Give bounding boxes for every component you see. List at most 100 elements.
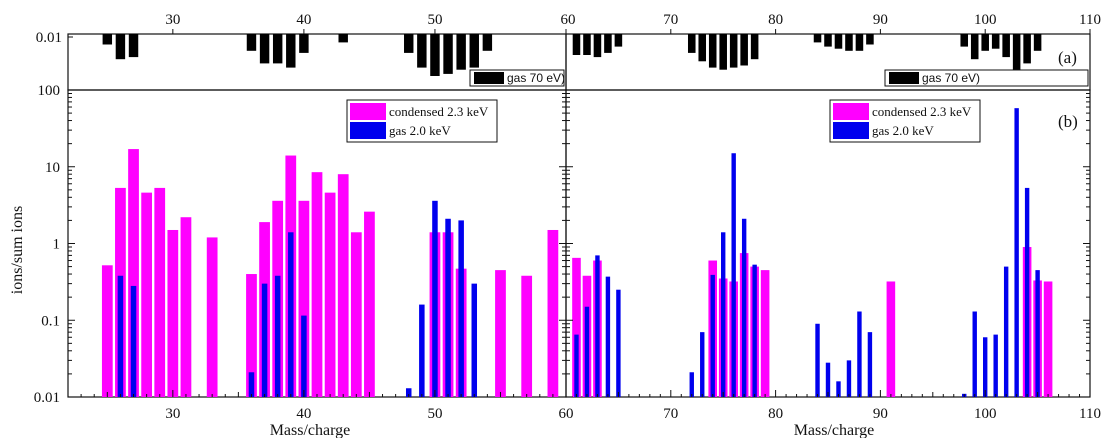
gas70-bar — [845, 34, 853, 51]
gas-bar — [993, 334, 998, 397]
gas70-bar — [750, 34, 759, 60]
gas70-bar — [246, 34, 257, 51]
condensed-bar — [760, 270, 770, 397]
top-x-tick-label: 40 — [296, 12, 311, 28]
condensed-bar — [886, 281, 896, 397]
gas-bar — [130, 285, 137, 397]
condensed-bar — [521, 275, 533, 397]
gas-bar — [720, 232, 726, 397]
gas-bar — [846, 360, 852, 397]
gas70-bar — [698, 34, 707, 62]
legend-swatch-gas — [833, 122, 869, 139]
gas70-bar — [1002, 34, 1010, 58]
gas-bar — [274, 275, 281, 397]
gas-bar — [1014, 108, 1019, 398]
gas-bar — [982, 337, 988, 397]
condensed-bar — [141, 192, 153, 397]
x-tick-label: 100 — [974, 406, 997, 422]
gas70-bar — [272, 34, 283, 64]
gas70-bar — [708, 34, 717, 68]
condensed-bar — [311, 172, 323, 397]
legend-swatch-condensed — [833, 103, 869, 120]
condensed-bar — [1043, 281, 1053, 397]
condensed-bar — [298, 200, 310, 397]
gas-bar — [405, 388, 412, 397]
gas-bar — [710, 274, 715, 397]
gas70-bar — [430, 34, 440, 76]
gas-bar — [432, 200, 438, 397]
top-legend-swatch — [474, 72, 504, 84]
top-x-tick-label: 90 — [873, 12, 888, 28]
gas70-bar — [128, 34, 139, 58]
gas-bar — [1024, 187, 1030, 397]
gas-bar — [1003, 266, 1009, 397]
condensed-bar — [495, 270, 506, 397]
legend-label-gas: gas 2.0 keV — [872, 123, 934, 138]
gas70-bar — [572, 34, 581, 55]
legend-swatch-gas — [350, 122, 386, 139]
y-tick-label: 0.01 — [34, 390, 60, 406]
gas-bar — [825, 362, 831, 397]
gas70-bar — [417, 34, 427, 68]
top-legend-label: gas 70 eV) — [507, 71, 565, 85]
gas-bar — [689, 372, 694, 397]
x-tick-label: 40 — [296, 406, 311, 422]
top-x-tick-label: 70 — [663, 12, 678, 28]
condensed-bar — [337, 174, 349, 397]
x-tick-label: 60 — [559, 406, 574, 422]
gas70-bar — [102, 34, 113, 45]
condensed-bar — [101, 265, 113, 397]
gas70-bar — [456, 34, 466, 70]
gas70-bar — [583, 34, 591, 55]
condensed-bar — [350, 232, 362, 397]
gas70-bar — [687, 34, 696, 53]
gas-bar — [867, 332, 873, 397]
condensed-bar — [246, 274, 257, 397]
bottom-panel-frame — [565, 89, 1091, 398]
x-tick-label: 110 — [1079, 406, 1101, 422]
gas70-bar — [604, 34, 612, 53]
legend-swatch-condensed — [350, 103, 386, 120]
y-tick-label: 1 — [53, 237, 61, 253]
top-right-panel: 0 70 80 90 100 110 gas 70 eV) (a) — [565, 12, 1101, 91]
x-axis-label-right: Mass/charge — [794, 422, 875, 438]
gas70-bar — [1023, 34, 1031, 64]
y-tick-label: 0.1 — [41, 313, 60, 329]
gas-bar — [857, 311, 862, 397]
gas70-bar — [813, 34, 822, 43]
top-y-tick-label: 0.01 — [36, 30, 62, 46]
x-tick-label: 50 — [427, 406, 442, 422]
y-tick-label: 100 — [38, 83, 61, 99]
gas70-bar — [866, 34, 874, 45]
gas-bar — [471, 283, 478, 397]
gas70-bar — [404, 34, 414, 53]
gas-bar — [445, 218, 451, 397]
legend-label-condensed: condensed 2.3 keV — [872, 104, 972, 119]
gas70-bar — [286, 34, 296, 68]
x-tick-label: 80 — [768, 406, 783, 422]
gas-bar — [288, 232, 294, 397]
gas70-bar — [740, 34, 748, 66]
condensed-bar — [206, 237, 218, 397]
gas-bar — [574, 334, 579, 397]
bottom-left-panel: 0.01 0.1 1 10 100 30 40 50 60 condensed 2.3 keV ga… — [34, 83, 574, 422]
gas70-bar — [855, 34, 864, 51]
gas70-bar — [259, 34, 270, 64]
x-tick-label: 70 — [663, 406, 678, 422]
legend-label-condensed: condensed 2.3 keV — [389, 104, 489, 119]
gas-bar — [419, 304, 425, 397]
gas-bar — [261, 283, 268, 397]
top-x-tick-label: 50 — [427, 12, 442, 28]
gas70-bar — [1033, 34, 1042, 51]
gas-bar — [741, 218, 747, 397]
gas70-bar — [719, 34, 727, 70]
gas70-bar — [1012, 34, 1021, 76]
y-tick-label: 10 — [45, 160, 60, 176]
condensed-bar — [128, 149, 139, 397]
gas70-bar — [593, 34, 602, 58]
gas70-bar — [299, 34, 309, 53]
gas-bar — [458, 220, 464, 397]
gas70-bar — [834, 34, 843, 49]
gas70-bar — [482, 34, 493, 51]
panel-tag-a: (a) — [1058, 48, 1077, 67]
